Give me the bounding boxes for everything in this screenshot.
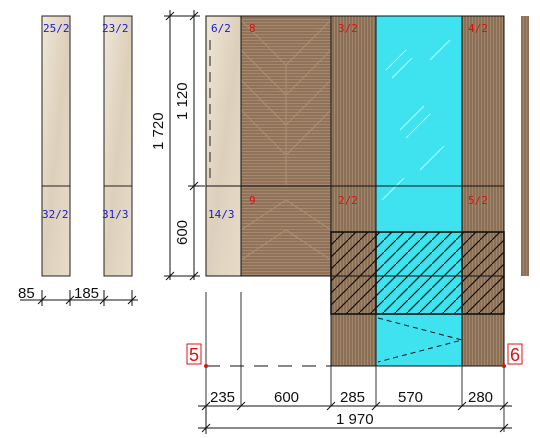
svg-text:6: 6 — [510, 345, 520, 365]
dim-lower-height: 600 — [174, 220, 191, 245]
tile-1-bottom-tag: 14/3 — [208, 208, 235, 221]
side-dimension — [20, 290, 138, 306]
axis-marker-left: 5 — [186, 343, 202, 365]
tile-2-bottom-tag: 9 — [249, 194, 256, 207]
panel-2-bottom-tag: 31/3 — [102, 208, 129, 221]
dim-upper-height: 1 120 — [174, 82, 191, 120]
side-dim-right: 185 — [74, 285, 99, 302]
tile-2: 8 9 — [240, 16, 332, 276]
side-panel-2: 23/2 31/3 — [102, 15, 133, 277]
panel-1-bottom-tag: 32/2 — [42, 208, 69, 221]
door-swing — [377, 317, 464, 363]
tile-1: 6/2 14/3 — [206, 16, 241, 276]
extension-lines — [205, 292, 505, 432]
tile-3-top-tag: 3/2 — [338, 22, 358, 35]
dim-285: 285 — [340, 389, 365, 406]
dim-total-height: 1 720 — [150, 112, 167, 150]
edge-panel — [521, 16, 529, 276]
panel-1-top-tag: 25/2 — [43, 22, 70, 35]
hatched-opening — [330, 231, 505, 315]
tile-3-bottom-tag: 2/2 — [338, 194, 358, 207]
dim-570: 570 — [398, 389, 423, 406]
vertical-dimension — [164, 10, 205, 281]
dim-total-width: 1 970 — [336, 411, 374, 428]
dim-600: 600 — [274, 389, 299, 406]
svg-text:5: 5 — [189, 345, 199, 365]
axis-point-left — [204, 364, 208, 368]
axis-point-right — [502, 364, 506, 368]
panel-2-top-tag: 23/2 — [102, 22, 129, 35]
tile-5-top-tag: 4/2 — [468, 22, 488, 35]
tile-1-top-tag: 6/2 — [211, 22, 231, 35]
side-dim-left: 85 — [18, 285, 35, 302]
dim-235: 235 — [210, 389, 235, 406]
bottom-dimension — [198, 401, 512, 434]
axis-marker-right: 6 — [507, 343, 523, 365]
dim-280: 280 — [468, 389, 493, 406]
side-panel-1: 25/2 32/2 — [41, 15, 71, 277]
tile-5-bottom-tag: 5/2 — [468, 194, 488, 207]
tile-2-top-tag: 8 — [249, 22, 256, 35]
